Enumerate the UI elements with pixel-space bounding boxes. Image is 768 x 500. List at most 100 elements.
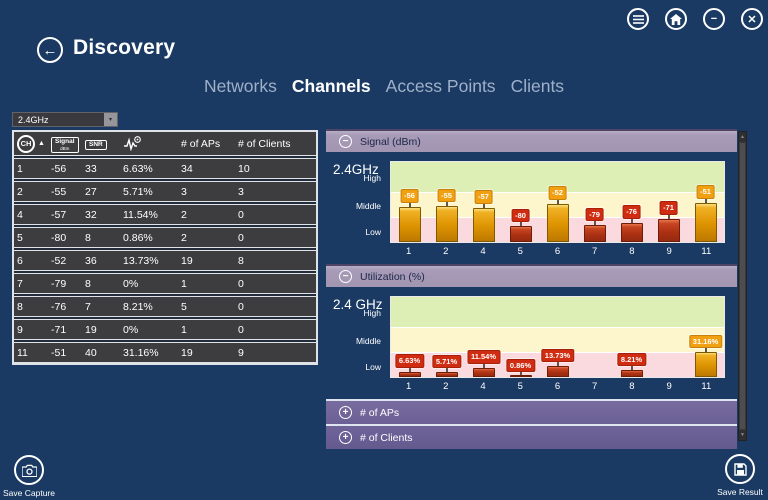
panel-scrollbar[interactable]: ▲ ▼: [738, 131, 747, 441]
bar-value-label: -55: [437, 188, 456, 202]
bar-connector: [519, 222, 522, 226]
aps-column-header[interactable]: # of APs: [181, 137, 221, 150]
bar-connector: [704, 198, 707, 203]
sort-ascending-icon[interactable]: ▲: [38, 140, 45, 147]
menu-button[interactable]: [627, 8, 649, 30]
cell-channel: 5: [17, 231, 23, 244]
home-button[interactable]: [665, 8, 687, 30]
cell-signal: -55: [51, 185, 67, 198]
table-row[interactable]: 2 -55 27 5.71% 3 3: [14, 181, 316, 202]
cell-utilization: 0.86%: [123, 231, 153, 244]
cell-channel: 7: [17, 277, 23, 290]
cell-utilization: 11.54%: [123, 208, 158, 221]
close-button[interactable]: ✕: [741, 8, 763, 30]
bar-connector: [593, 221, 596, 226]
chart-bar: [398, 206, 421, 242]
close-icon: ✕: [747, 13, 757, 26]
x-tick-label: 4: [480, 246, 486, 257]
cell-clients: 10: [238, 162, 250, 175]
cell-snr: 8: [85, 277, 91, 290]
save-result-button[interactable]: Save Result: [717, 454, 763, 497]
clients-column-header[interactable]: # of Clients: [238, 137, 291, 150]
chart-slot: -57: [465, 162, 502, 242]
utilization-panel-header[interactable]: − Utilization (%): [326, 264, 737, 287]
plot-area: 6.63% 5.71% 11.54% 0.86% 13.73% 8.21% 31.16%: [390, 296, 725, 378]
snr-header-icon[interactable]: SNR: [85, 139, 107, 151]
y-tick-low: Low: [365, 361, 381, 372]
dropdown-arrow-icon: ▾: [104, 113, 117, 126]
cell-channel: 4: [17, 208, 23, 221]
cell-utilization: 8.21%: [123, 300, 153, 313]
x-tick-label: 8: [629, 381, 635, 392]
bar-value-label: -76: [622, 205, 641, 219]
x-tick-label: 6: [554, 381, 561, 392]
divider: [326, 399, 737, 401]
scrollbar-thumb[interactable]: [740, 143, 745, 429]
cell-snr: 27: [85, 185, 97, 198]
chart-slot: 8.21%: [613, 297, 650, 377]
table-row[interactable]: 1 -56 33 6.63% 34 10: [14, 158, 316, 179]
chart-bar: [472, 207, 495, 242]
x-tick-label: 9: [666, 246, 672, 257]
aps-panel-header[interactable]: + # of APs: [326, 401, 737, 424]
divider: [326, 424, 737, 426]
table-row[interactable]: 5 -80 8 0.86% 2 0: [14, 227, 316, 248]
cell-utilization: 31.16%: [123, 346, 159, 359]
cell-aps: 1: [181, 277, 187, 290]
x-tick-label: 1: [405, 381, 412, 392]
cell-aps: 1: [181, 323, 187, 336]
tab-channels[interactable]: Channels: [291, 76, 371, 96]
chart-bar: [435, 206, 458, 242]
x-tick-label: 5: [517, 381, 523, 392]
bar-connector: [408, 202, 411, 207]
cell-clients: 0: [238, 277, 244, 290]
bar-value-label: -57: [474, 190, 493, 204]
x-tick-label: 4: [480, 381, 486, 392]
utilization-header-icon[interactable]: [120, 136, 178, 151]
scroll-down-icon[interactable]: ▼: [739, 430, 746, 440]
y-tick-low: Low: [365, 226, 381, 237]
table-row[interactable]: 9 -71 19 0% 1 0: [14, 319, 316, 340]
cell-channel: 6: [17, 254, 23, 267]
chart-bar: [694, 352, 717, 377]
cell-clients: 0: [238, 208, 244, 221]
cell-aps: 34: [181, 162, 193, 175]
minimize-button[interactable]: −: [703, 8, 725, 30]
y-tick-middle: Middle: [355, 201, 381, 212]
cell-aps: 19: [181, 346, 193, 359]
cell-clients: 0: [238, 323, 244, 336]
cell-snr: 40: [85, 346, 97, 359]
table-row[interactable]: 7 -79 8 0% 1 0: [14, 273, 316, 294]
table-row[interactable]: 11 -51 40 31.16% 19 9: [14, 342, 316, 363]
signal-header-icon[interactable]: Signal dBm: [51, 137, 79, 153]
signal-panel-header[interactable]: − Signal (dBm): [326, 129, 737, 152]
table-row[interactable]: 4 -57 32 11.54% 2 0: [14, 204, 316, 225]
bar-connector: [630, 366, 633, 371]
save-capture-button[interactable]: Save Capture: [3, 455, 55, 498]
cell-channel: 1: [17, 162, 23, 175]
band-select[interactable]: 2.4GHz ▾: [12, 112, 118, 127]
bar-value-label: -71: [659, 201, 678, 215]
chart-bar: [546, 366, 569, 377]
cell-snr: 19: [85, 323, 97, 336]
scroll-up-icon[interactable]: ▲: [739, 132, 746, 142]
tab-networks[interactable]: Networks: [203, 76, 277, 96]
bar-value-label: 6.63%: [394, 354, 425, 368]
table-row[interactable]: 8 -76 7 8.21% 5 0: [14, 296, 316, 317]
tab-clients[interactable]: Clients: [510, 76, 565, 96]
plot-area: -56 -55 -57 -80 -52 -79 -76 -71 -51: [390, 161, 725, 243]
bar-value-label: 13.73%: [540, 348, 575, 363]
back-button[interactable]: ←: [37, 37, 63, 63]
table-row[interactable]: 6 -52 36 13.73% 19 8: [14, 250, 316, 271]
cell-clients: 0: [238, 300, 244, 313]
y-axis: High Middle Low: [326, 296, 385, 378]
expand-icon: +: [339, 431, 352, 444]
x-tick-label: 8: [629, 246, 635, 257]
chart-bar: [509, 226, 532, 242]
bar-value-label: -52: [548, 186, 567, 200]
tab-access-points[interactable]: Access Points: [385, 76, 496, 96]
clients-panel-header[interactable]: + # of Clients: [326, 426, 737, 449]
chart-slot: -56: [391, 162, 428, 242]
chart-band-label: 2.4GHz: [333, 162, 379, 177]
